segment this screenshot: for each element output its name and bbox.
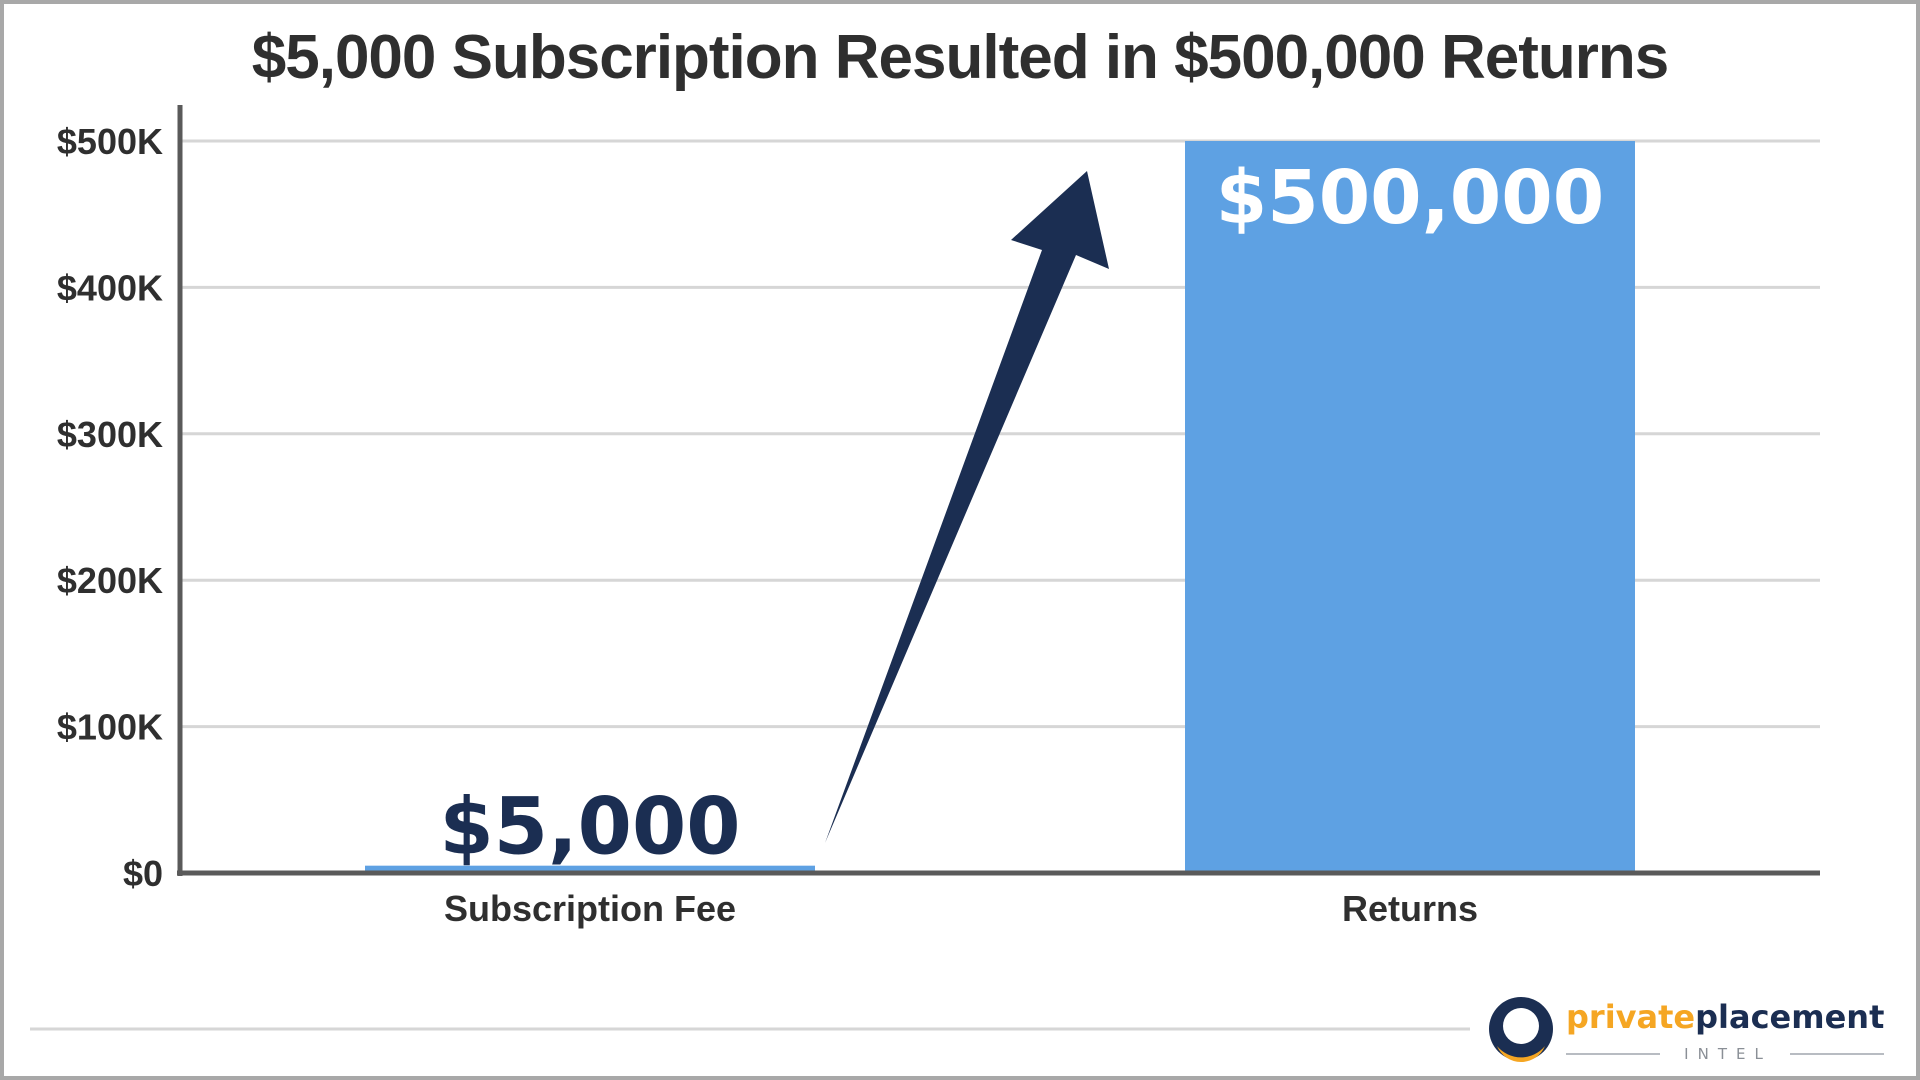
bars xyxy=(365,141,1635,873)
growth-arrow-icon xyxy=(825,171,1109,843)
y-tick-label: $100K xyxy=(57,707,163,748)
data-label: $500,000 xyxy=(1216,155,1605,241)
bar xyxy=(1185,141,1635,873)
y-tick-label: $500K xyxy=(57,121,163,162)
x-axis-ticks: Subscription Fee Returns xyxy=(444,888,1478,929)
bar xyxy=(365,865,815,873)
brand-logo: privateplacement INTEL xyxy=(1489,997,1884,1063)
ring-logo-icon xyxy=(1489,997,1553,1063)
data-labels: $5,000 $500,000 xyxy=(440,155,1605,873)
logo-subtitle: INTEL xyxy=(1684,1045,1772,1063)
y-axis-ticks: $0 $100K $200K $300K $400K $500K xyxy=(57,121,163,894)
svg-text:privateplacement: privateplacement xyxy=(1566,998,1884,1036)
y-tick-label: $300K xyxy=(57,414,163,455)
x-tick-label: Subscription Fee xyxy=(444,888,736,929)
logo-word-private: private xyxy=(1566,998,1695,1036)
y-tick-label: $200K xyxy=(57,560,163,601)
chart-title: $5,000 Subscription Resulted in $500,000… xyxy=(252,23,1668,92)
logo-word-placement: placement xyxy=(1695,998,1884,1036)
y-tick-label: $0 xyxy=(123,853,163,894)
x-tick-label: Returns xyxy=(1342,888,1478,929)
data-label: $5,000 xyxy=(440,783,741,873)
y-tick-label: $400K xyxy=(57,267,163,308)
